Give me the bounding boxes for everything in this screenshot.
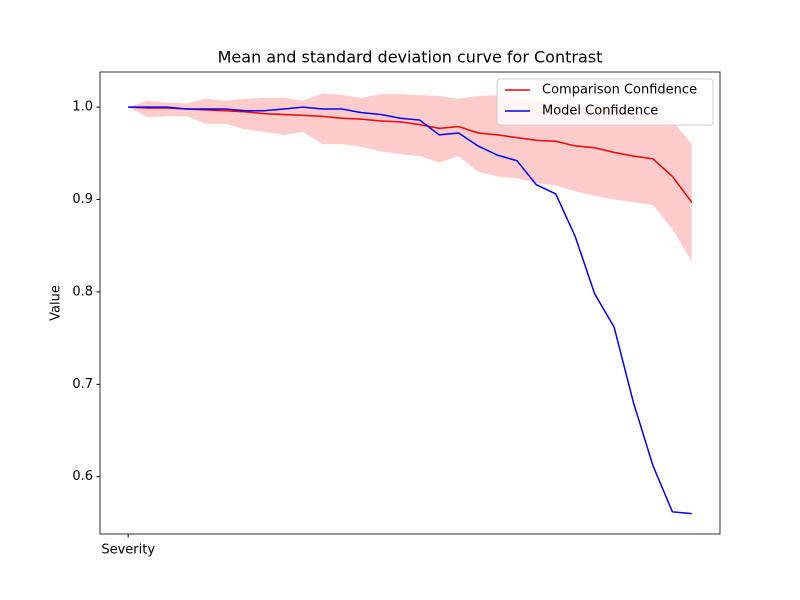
y-tick-label: 0.8 (72, 284, 93, 299)
legend-box (496, 78, 714, 126)
legend-label: Comparison Confidence (542, 83, 697, 98)
x-tick-label: Severity (101, 543, 155, 558)
std-band (128, 93, 692, 262)
chart-title: Mean and standard deviation curve for Co… (218, 48, 603, 67)
y-tick-label: 0.6 (72, 469, 93, 484)
y-axis-label: Value (49, 285, 64, 321)
y-tick-label: 0.7 (72, 377, 93, 392)
plot-frame (99, 71, 721, 535)
y-tick-label: 0.9 (72, 192, 93, 207)
y-tick-label: 1.0 (72, 100, 93, 115)
line (128, 106, 692, 515)
line (128, 106, 693, 203)
legend-label: Model Confidence (542, 104, 658, 119)
